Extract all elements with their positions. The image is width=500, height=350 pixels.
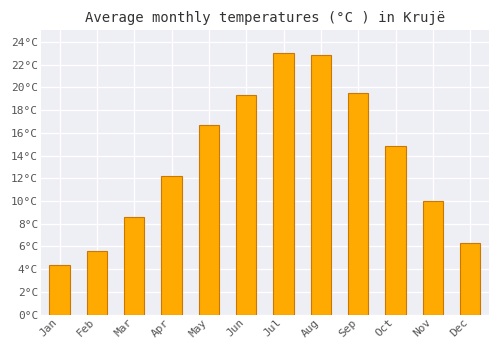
Bar — [310, 55, 331, 315]
Bar — [50, 265, 70, 315]
Bar — [124, 217, 144, 315]
Bar — [274, 53, 294, 315]
Bar — [198, 125, 219, 315]
Bar — [86, 251, 107, 315]
Bar — [162, 176, 182, 315]
Bar — [236, 95, 256, 315]
Bar — [386, 146, 406, 315]
Bar — [348, 93, 368, 315]
Title: Average monthly temperatures (°C ) in Krujë: Average monthly temperatures (°C ) in Kr… — [85, 11, 445, 25]
Bar — [460, 243, 480, 315]
Bar — [422, 201, 443, 315]
